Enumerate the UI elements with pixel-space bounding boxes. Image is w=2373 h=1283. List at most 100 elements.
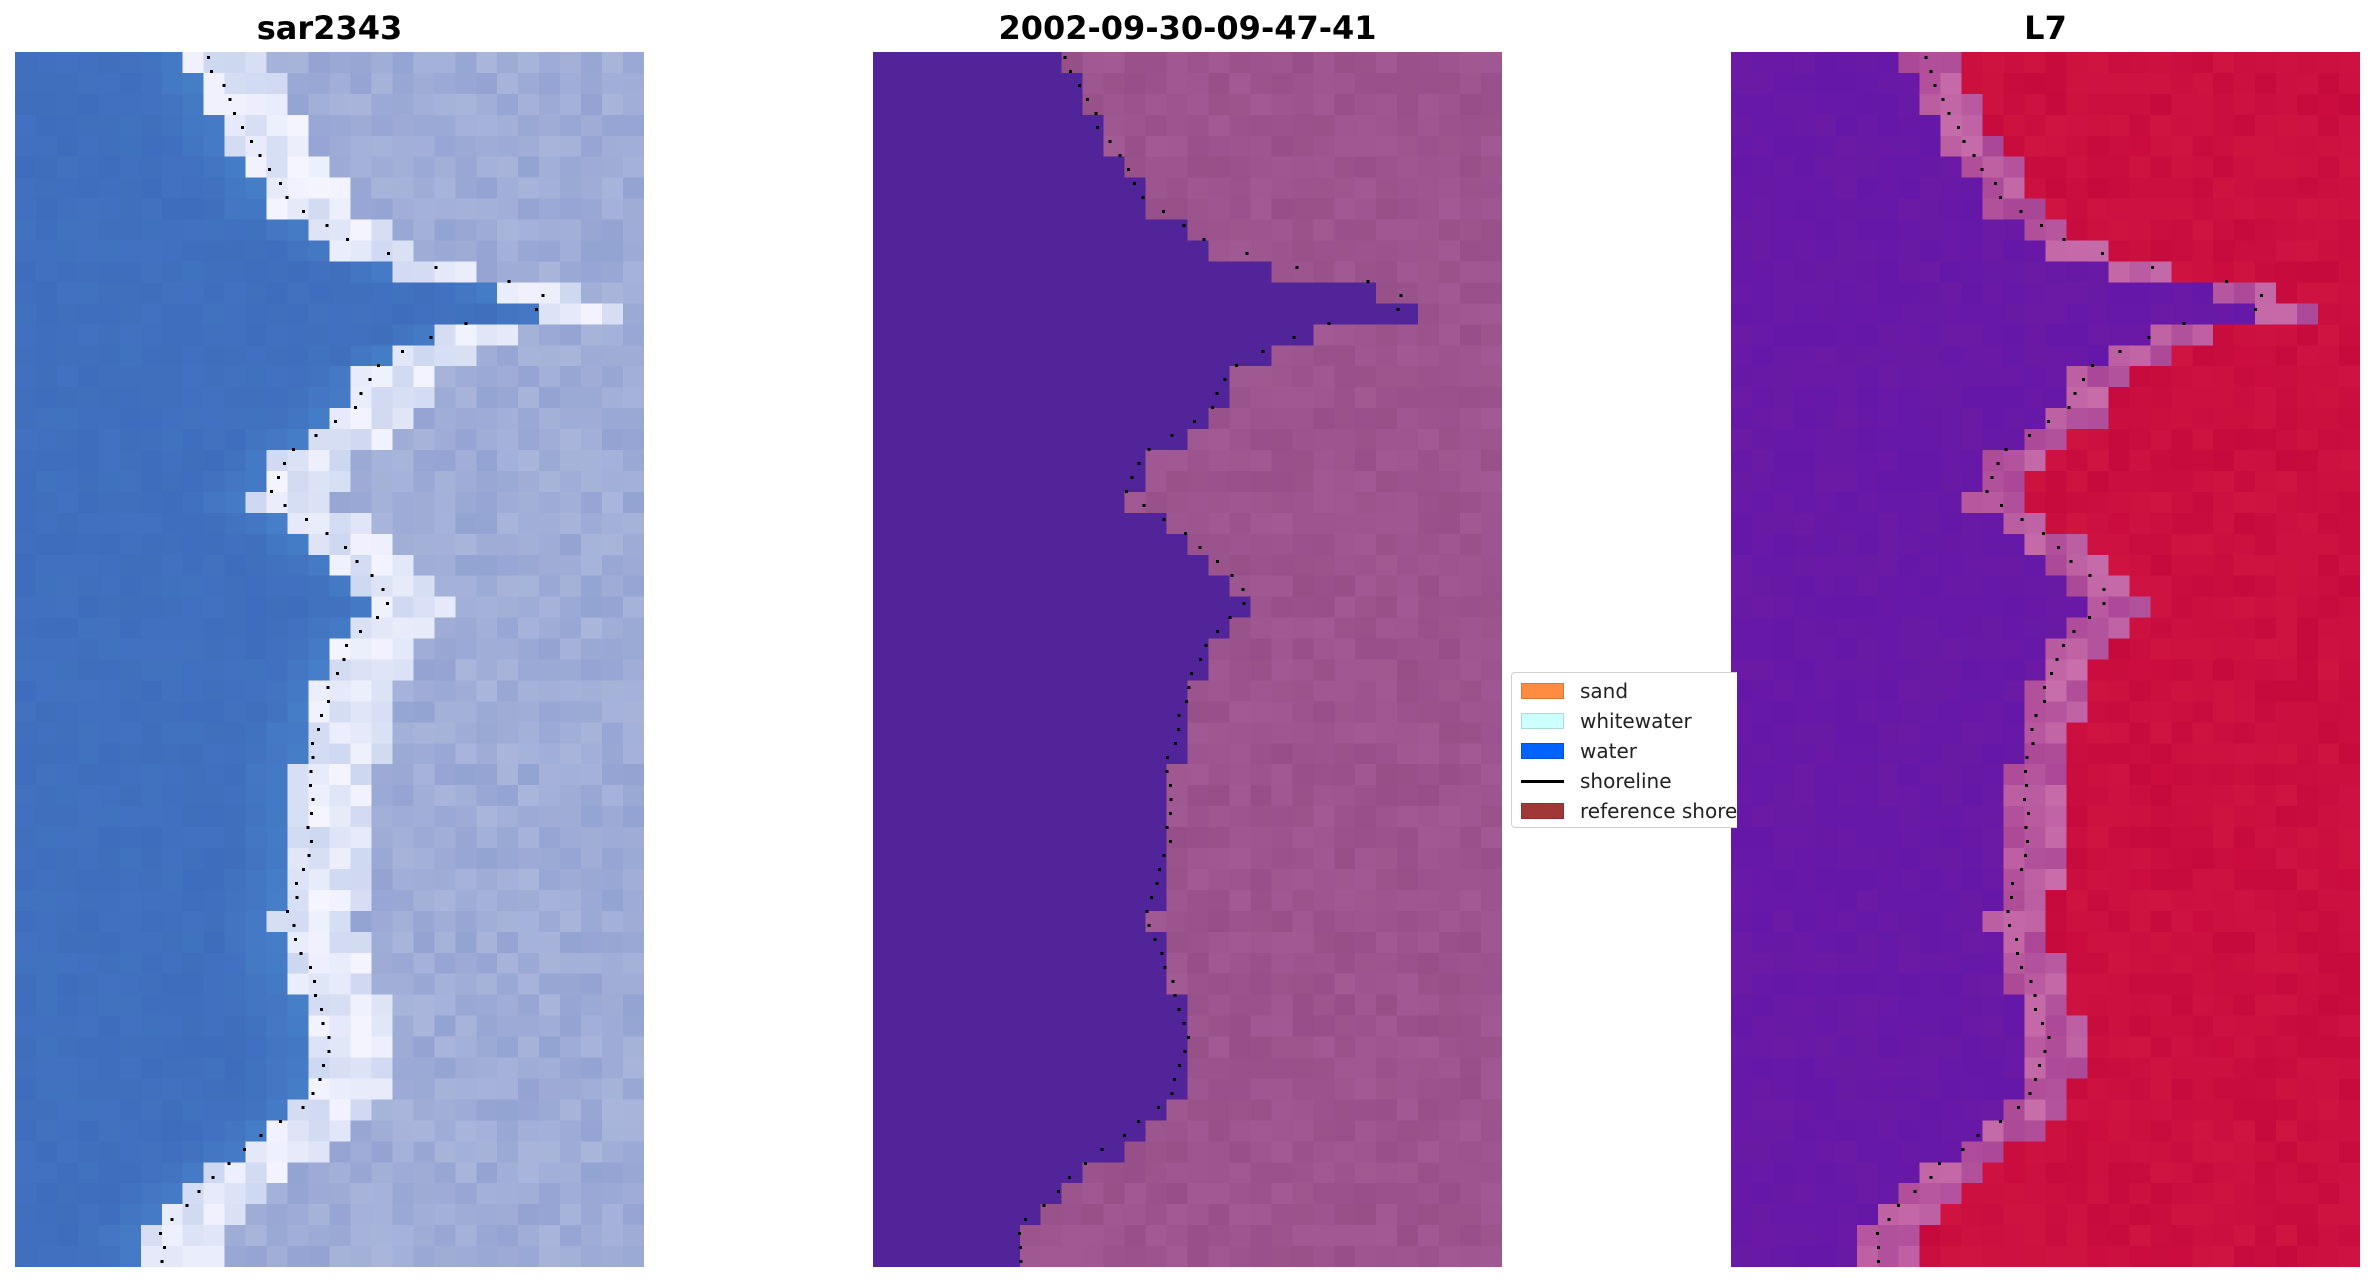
- image-pixel: [2213, 910, 2235, 933]
- image-pixel: [1187, 973, 1210, 996]
- image-pixel: [2108, 617, 2130, 640]
- image-pixel: [1731, 889, 1753, 912]
- image-pixel: [98, 1120, 121, 1142]
- image-pixel: [2045, 827, 2068, 849]
- image-pixel: [1187, 114, 1210, 137]
- image-pixel: [1418, 450, 1440, 472]
- image-pixel: [98, 868, 121, 891]
- image-pixel: [2003, 450, 2026, 472]
- image-pixel: [245, 408, 268, 430]
- image-pixel: [2003, 596, 2026, 619]
- image-pixel: [1334, 1015, 1356, 1038]
- image-pixel: [98, 1225, 121, 1247]
- image-pixel: [893, 240, 916, 263]
- image-pixel: [998, 219, 1021, 242]
- image-pixel: [581, 1204, 603, 1226]
- image-pixel: [935, 366, 958, 388]
- image-pixel: [1334, 1225, 1356, 1247]
- image-pixel: [956, 345, 979, 367]
- image-pixel: [873, 1204, 895, 1226]
- image-pixel: [1814, 261, 1837, 284]
- image-pixel: [1772, 743, 1795, 765]
- image-pixel: [434, 198, 456, 221]
- image-pixel: [476, 72, 498, 95]
- image-pixel: [1334, 198, 1356, 221]
- image-pixel: [1940, 868, 1963, 891]
- image-pixel: [434, 785, 456, 807]
- image-pixel: [350, 931, 373, 954]
- image-pixel: [2318, 93, 2340, 116]
- image-pixel: [35, 52, 58, 74]
- image-pixel: [119, 1036, 142, 1059]
- image-pixel: [1982, 135, 2005, 158]
- image-pixel: [140, 701, 163, 723]
- image-pixel: [2087, 827, 2109, 849]
- image-pixel: [1397, 1246, 1419, 1267]
- image-pixel: [308, 931, 331, 954]
- image-pixel: [1793, 324, 1816, 346]
- image-pixel: [1835, 596, 1858, 619]
- image-pixel: [2003, 931, 2026, 954]
- image-pixel: [497, 1078, 519, 1101]
- image-pixel: [1271, 1078, 1293, 1101]
- image-pixel: [1061, 1099, 1084, 1121]
- image-pixel: [455, 1141, 477, 1163]
- image-pixel: [560, 764, 582, 786]
- image-pixel: [2024, 366, 2047, 388]
- image-pixel: [581, 366, 603, 388]
- image-pixel: [998, 1162, 1021, 1184]
- image-pixel: [1250, 1183, 1272, 1205]
- image-pixel: [455, 261, 477, 284]
- shoreline-dot: [242, 1148, 246, 1151]
- image-pixel: [977, 764, 1000, 786]
- image-pixel: [1919, 827, 1942, 849]
- image-pixel: [1061, 177, 1084, 200]
- image-pixel: [1334, 533, 1356, 556]
- image-pixel: [873, 387, 895, 409]
- image-pixel: [413, 93, 435, 116]
- image-pixel: [287, 848, 310, 870]
- shoreline-dot: [376, 364, 380, 367]
- image-pixel: [998, 575, 1021, 598]
- image-pixel: [539, 1246, 561, 1267]
- image-pixel: [266, 1099, 289, 1121]
- image-pixel: [56, 910, 79, 933]
- image-pixel: [2045, 366, 2068, 388]
- image-pixel: [1166, 722, 1189, 744]
- image-pixel: [434, 387, 456, 409]
- image-pixel: [893, 491, 916, 514]
- image-pixel: [1334, 868, 1356, 891]
- image-pixel: [1460, 701, 1482, 723]
- image-pixel: [140, 450, 163, 472]
- image-pixel: [1751, 387, 1774, 409]
- image-pixel: [1793, 408, 1816, 430]
- image-pixel: [224, 1057, 247, 1080]
- image-pixel: [1856, 450, 1879, 472]
- image-pixel: [1334, 910, 1356, 933]
- image-pixel: [476, 198, 498, 221]
- image-pixel: [1145, 701, 1168, 723]
- image-pixel: [56, 973, 79, 996]
- image-pixel: [1271, 701, 1293, 723]
- image-pixel: [623, 408, 644, 430]
- image-pixel: [2297, 764, 2319, 786]
- image-pixel: [977, 743, 1000, 765]
- image-pixel: [2192, 575, 2214, 598]
- image-pixel: [2087, 868, 2109, 891]
- image-pixel: [371, 575, 393, 598]
- image-pixel: [56, 135, 79, 158]
- image-pixel: [2234, 701, 2256, 723]
- image-pixel: [1772, 680, 1795, 702]
- image-pixel: [893, 785, 916, 807]
- image-pixel: [914, 450, 937, 472]
- image-pixel: [1313, 764, 1335, 786]
- image-pixel: [287, 1162, 310, 1184]
- image-pixel: [2171, 450, 2193, 472]
- image-pixel: [1103, 764, 1126, 786]
- image-pixel: [497, 848, 519, 870]
- image-pixel: [1397, 240, 1419, 263]
- image-pixel: [455, 408, 477, 430]
- image-pixel: [1772, 554, 1795, 577]
- image-pixel: [2192, 680, 2214, 702]
- image-pixel: [1082, 806, 1105, 828]
